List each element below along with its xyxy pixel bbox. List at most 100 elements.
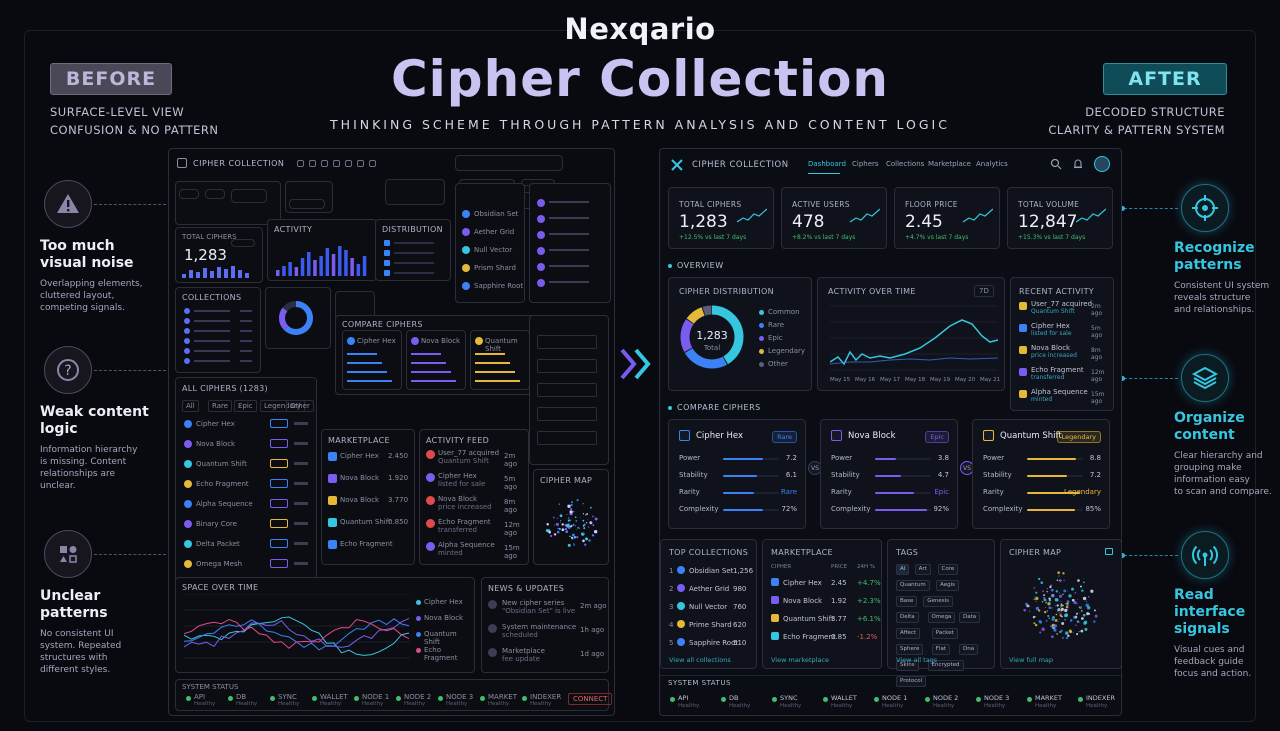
nav-dashboard[interactable]: Dashboard [808, 160, 846, 168]
activity-icon [426, 473, 435, 482]
issue-block: Weak content logic Information hierarchy is… [40, 404, 155, 492]
bf-status-title: SYSTEM STATUS [182, 683, 239, 691]
bf-filter-chip[interactable]: Rare [208, 400, 233, 412]
text-line [549, 281, 589, 283]
legend-dot [759, 362, 764, 367]
map-point [1035, 596, 1039, 601]
stat-bar [475, 353, 505, 355]
bf-news-ago: 1d ago [580, 650, 605, 658]
sparkline-path [1076, 208, 1106, 223]
tag-chip[interactable]: Protocol [896, 676, 927, 687]
cipher-icon [184, 328, 190, 334]
toolbar-icon[interactable] [333, 160, 340, 167]
tag-chip[interactable]: Sphere [896, 644, 924, 655]
nav-marketplace[interactable]: Marketplace [928, 160, 971, 168]
map-point [1064, 608, 1068, 613]
map-point [1081, 617, 1084, 620]
tag-chip[interactable]: Aegis [936, 580, 960, 591]
map-point [1054, 619, 1058, 622]
toolbar-icon[interactable] [345, 160, 352, 167]
expand-icon[interactable] [1105, 548, 1113, 555]
cipher-icon [537, 263, 545, 271]
nav-ciphers[interactable]: Ciphers [852, 160, 879, 168]
connector-line [1124, 378, 1178, 379]
cipher-icon [328, 496, 337, 505]
stat-bar-track [875, 458, 931, 460]
af-mk-price: 1.92 [831, 597, 847, 605]
bf-filter-chip[interactable]: All [182, 400, 199, 412]
bar [325, 248, 330, 276]
tag-chip[interactable]: Skins [896, 660, 919, 671]
tag-chip[interactable]: Base [896, 596, 918, 607]
issue-block: Too much visual noise Overlapping elements… [40, 238, 155, 314]
map-point [560, 520, 562, 522]
toolbar-icon[interactable] [297, 160, 304, 167]
af-top-link[interactable]: View all collections [669, 656, 731, 664]
bf-map-title: CIPHER MAP [540, 476, 593, 485]
cipher-icon [462, 228, 470, 236]
nav-collections[interactable]: Collections [886, 160, 925, 168]
tag-chip[interactable]: Affect [896, 628, 921, 639]
af-compare-card: Nova Block Epic Power 3.8 Stability 4.7 Rarity… [820, 419, 958, 529]
map-point [1045, 600, 1047, 602]
af-mk-link[interactable]: View marketplace [771, 656, 830, 664]
map-point [1087, 596, 1090, 598]
bf-connect-button[interactable]: CONNECT [568, 693, 613, 705]
map-point [1045, 620, 1048, 622]
sparkline-path [737, 208, 767, 223]
toolbar-icon[interactable] [321, 160, 328, 167]
status-dot [874, 697, 879, 702]
toolbar-icon[interactable] [309, 160, 316, 167]
avatar[interactable] [1094, 156, 1110, 172]
tag-chip[interactable]: Omega [927, 612, 956, 623]
map-point [587, 519, 589, 521]
af-compare-value: Legendary [1063, 488, 1101, 496]
af-recent-text2: price increased [1031, 352, 1077, 359]
toolbar-icon[interactable] [369, 160, 376, 167]
map-point [1046, 590, 1049, 593]
bf-status-sub: Healthy [278, 701, 300, 707]
bf-filter-chip[interactable]: Epic [234, 400, 257, 412]
tag-chip[interactable]: Data [959, 612, 981, 623]
tag-chip[interactable]: Genesis [923, 596, 953, 607]
af-top-value: 620 [733, 621, 747, 629]
activity-icon [1019, 368, 1027, 376]
af-map-link[interactable]: View full map [1009, 656, 1054, 664]
bf-tag-pill [270, 419, 288, 428]
tag-chip[interactable]: Art [914, 564, 931, 575]
signal-icon [1181, 531, 1229, 579]
tag-chip[interactable]: AI [896, 564, 910, 575]
bf-stat-label: TOTAL CIPHERS [182, 233, 237, 241]
range-select[interactable]: 7D [974, 285, 994, 297]
af-compare-value: 8.8 [1089, 454, 1101, 462]
tag-chip[interactable]: Quantum [896, 580, 930, 591]
af-recent-text2: minted [1031, 396, 1053, 403]
af-dist-legend: Epic [768, 334, 783, 342]
tag-chip[interactable]: Encrypted [927, 660, 964, 671]
bar [238, 270, 242, 278]
cipher-icon [184, 440, 192, 448]
tag-chip[interactable]: Dna [959, 644, 979, 655]
bf-filter-chip[interactable]: Legendary [260, 400, 306, 412]
map-point [1048, 617, 1050, 619]
nav-analytics[interactable]: Analytics [976, 160, 1008, 168]
series-line [830, 357, 998, 365]
map-point [1039, 631, 1042, 634]
cipher-icon [475, 337, 483, 345]
map-point [564, 527, 568, 531]
bf-stat-value: 1,283 [184, 246, 227, 264]
tag-chip[interactable]: Core [937, 564, 959, 575]
tag-chip[interactable]: Flat [931, 644, 951, 655]
toolbar-icon[interactable] [357, 160, 364, 167]
bar [313, 260, 317, 276]
text-line [294, 422, 308, 425]
tag-chip[interactable]: Delta [896, 612, 919, 623]
tag-chip[interactable]: Packet [931, 628, 958, 639]
af-tags-link[interactable]: View all tags [896, 656, 938, 664]
bf-filter-chip[interactable]: Other [286, 400, 314, 412]
rarity-badge: Legendary [1056, 431, 1101, 443]
bf-feed-ago: 12m ago [504, 521, 520, 537]
af-top-name: Prime Shard [689, 621, 732, 629]
map-point [1062, 572, 1065, 575]
af-map-title: CIPHER MAP [1009, 548, 1062, 557]
